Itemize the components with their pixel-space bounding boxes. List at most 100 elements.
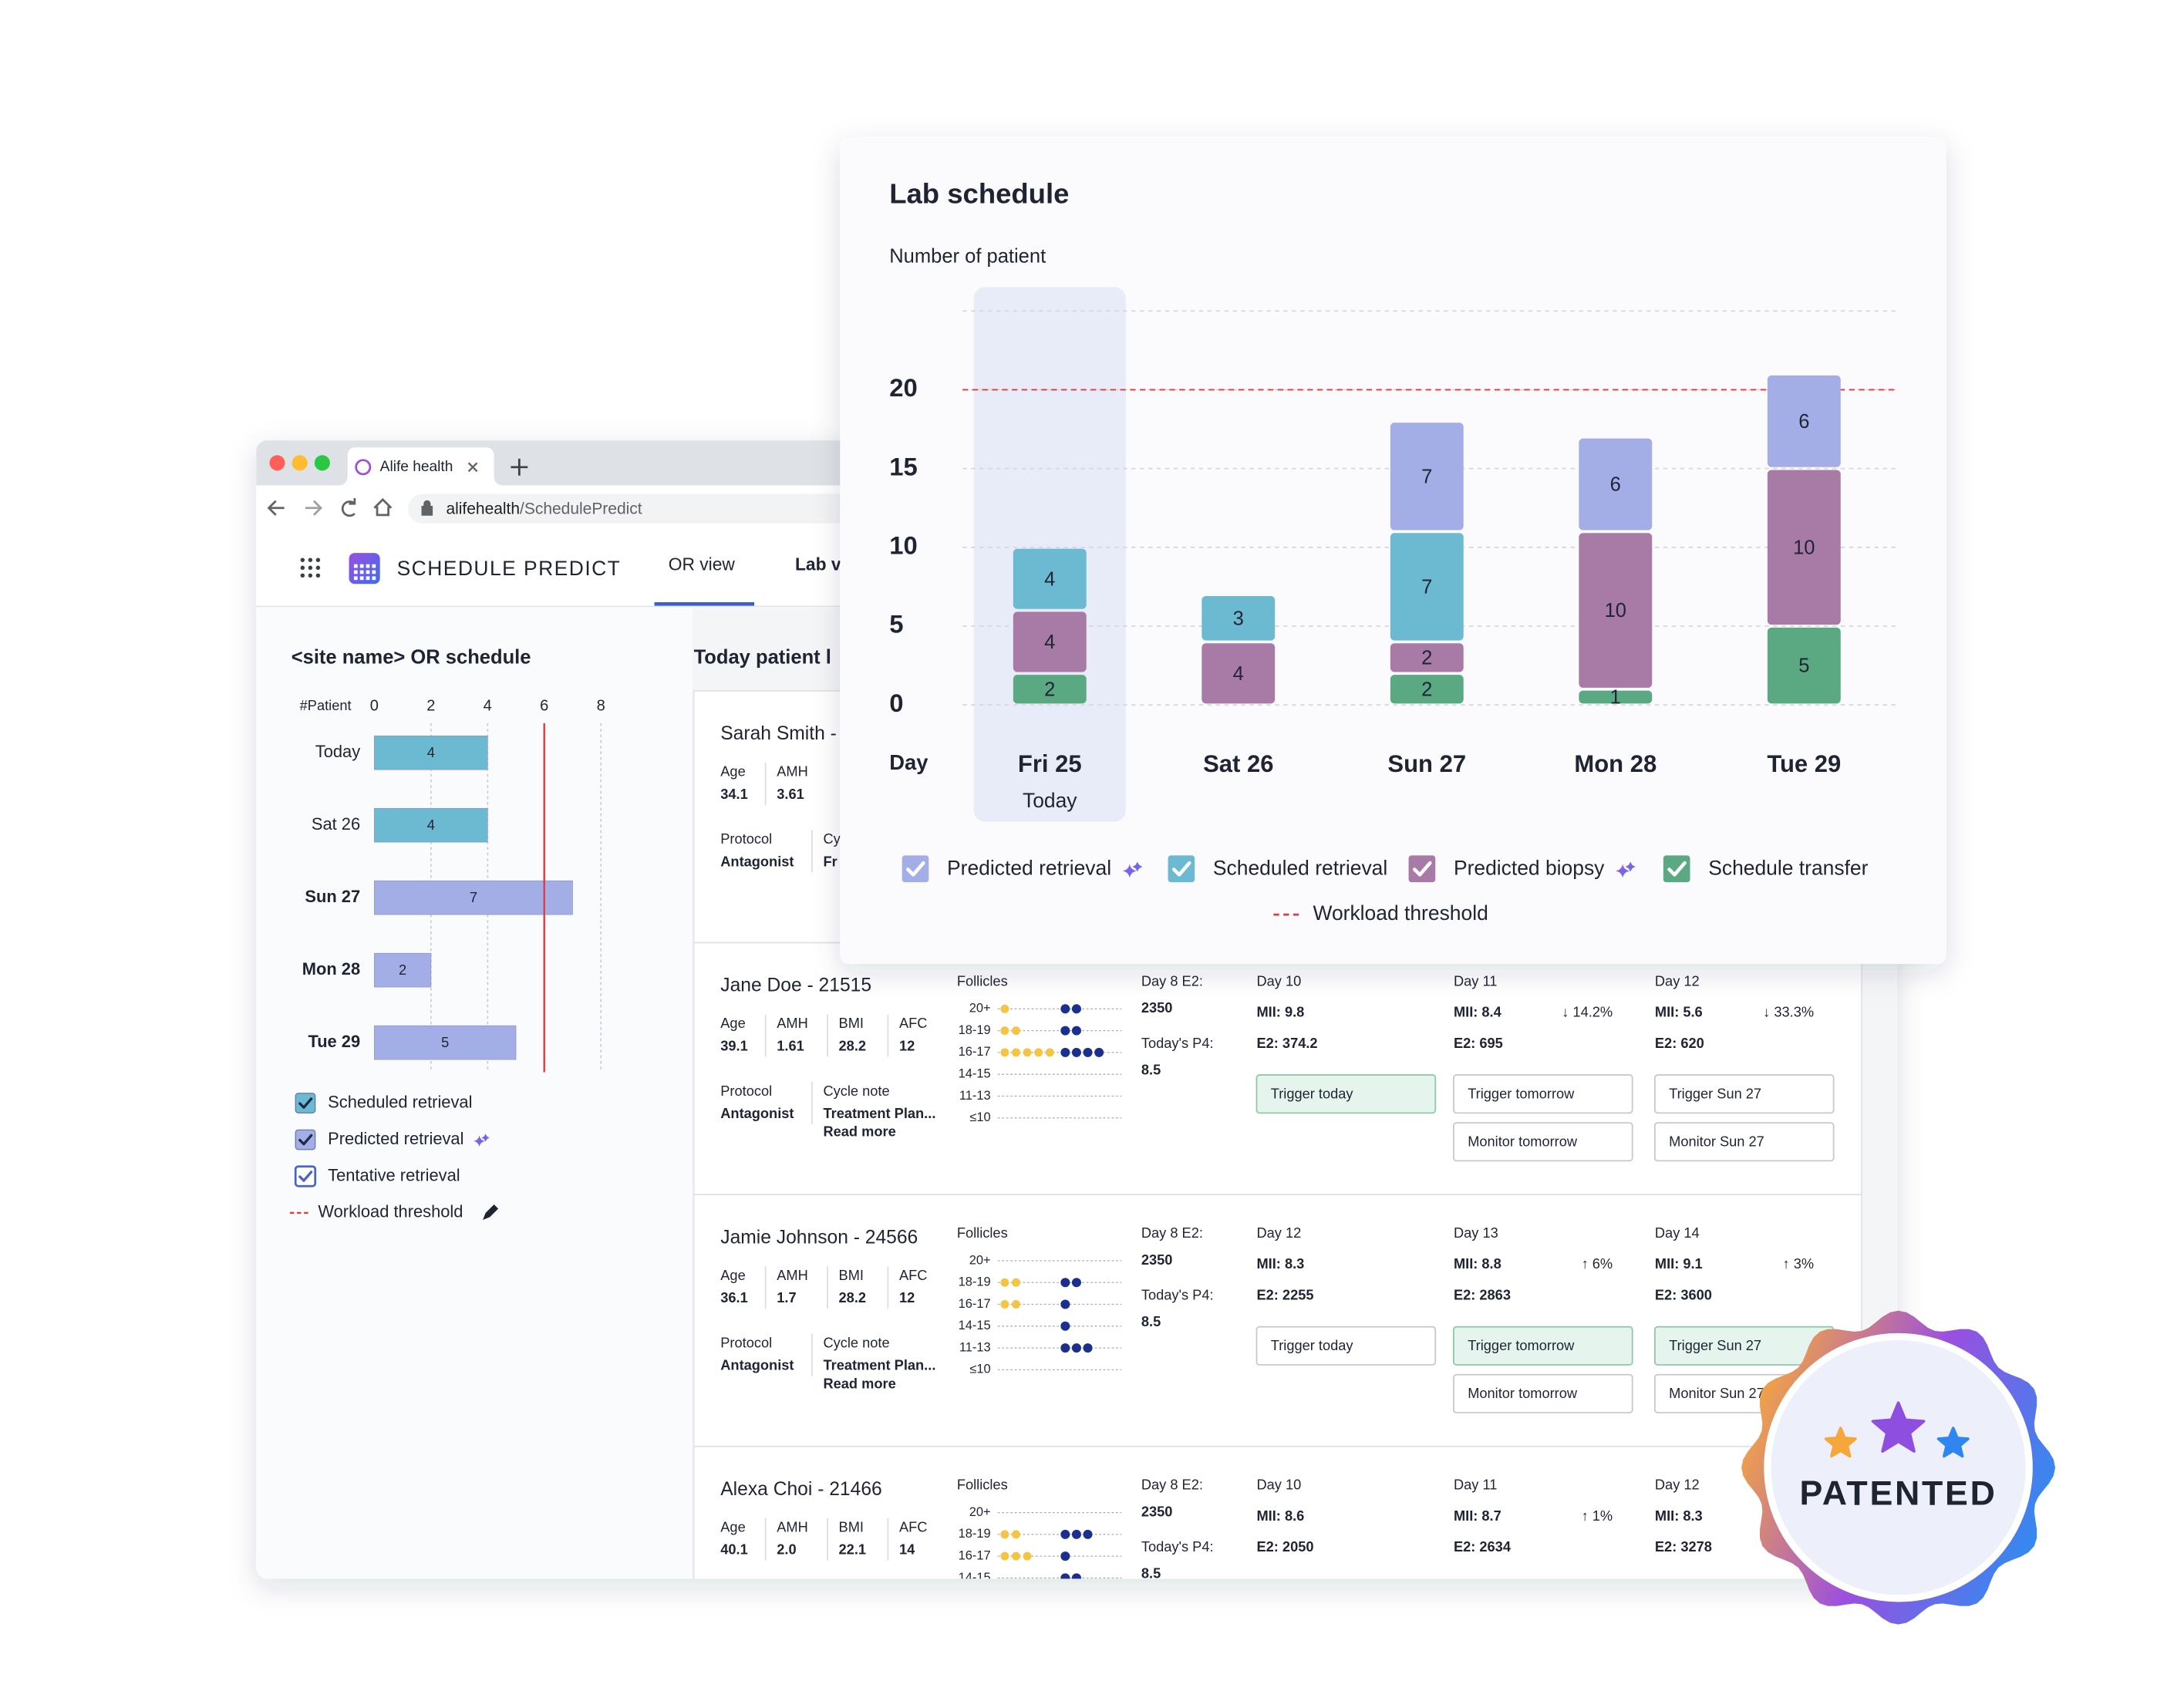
app-menu-dot	[308, 565, 313, 571]
back-button[interactable]	[267, 500, 285, 516]
window-control[interactable]	[292, 455, 308, 471]
action-button[interactable]	[1255, 1326, 1437, 1366]
x-tick-label: Sun 27	[1387, 750, 1466, 777]
bar-segment	[1767, 375, 1841, 467]
action-button[interactable]	[1255, 1074, 1437, 1114]
y-tick-label: Today	[315, 742, 360, 761]
lab-value: 8.5	[1141, 1061, 1161, 1077]
action-button[interactable]	[1453, 1122, 1633, 1162]
stat-label: BMI	[839, 1015, 864, 1031]
legend-checkbox[interactable]	[1408, 855, 1436, 883]
action-button[interactable]	[1453, 1373, 1633, 1413]
legend-checkbox[interactable]	[902, 855, 929, 883]
legend-label: Predicted retrieval	[947, 857, 1111, 880]
address-bar[interactable]	[408, 494, 873, 524]
follicle-dot-large	[1060, 1343, 1070, 1353]
new-tab-button[interactable]	[511, 458, 528, 476]
day-label: Day 10	[1256, 972, 1301, 989]
action-button[interactable]	[1453, 1074, 1633, 1114]
check-mark	[298, 1134, 313, 1146]
action-button-label: Trigger Sun 27	[1669, 1085, 1761, 1101]
bar-value-label: 2	[1421, 679, 1432, 700]
action-button[interactable]	[1653, 1122, 1835, 1162]
stat-value: 22.1	[839, 1541, 867, 1558]
follicle-dot-large	[1083, 1343, 1093, 1353]
read-more-link[interactable]: Read more	[823, 1375, 895, 1391]
legend-checkbox[interactable]	[1663, 855, 1690, 883]
follicle-dot-large	[1071, 1026, 1081, 1036]
follicle-dot-large	[1071, 1278, 1081, 1288]
action-button-label: Monitor Sun 27	[1669, 1385, 1764, 1401]
y-tick-label: 0	[889, 689, 903, 717]
bar-value-label: 10	[1605, 600, 1626, 622]
mii-value: MII: 5.6	[1655, 1004, 1703, 1020]
field-label: Protocol	[720, 1334, 772, 1350]
tab-close[interactable]	[467, 462, 478, 473]
stat-value: 12	[899, 1289, 915, 1305]
y-tick-label: Sat 26	[312, 814, 360, 834]
day-label: Day 12	[1256, 1225, 1301, 1241]
bar-value-label: 4	[1044, 568, 1055, 590]
bar-segment	[1013, 675, 1087, 704]
follicle-dot-large	[1060, 1573, 1070, 1579]
follicle-dot-large	[1083, 1047, 1093, 1057]
stat-value: 36.1	[720, 1289, 748, 1305]
check-mark	[1171, 861, 1191, 877]
bar-segment	[1202, 595, 1276, 641]
action-button[interactable]	[1453, 1326, 1633, 1366]
follicle-row-label: 14-15	[959, 1319, 991, 1332]
window-control[interactable]	[314, 455, 330, 471]
bar	[374, 952, 432, 988]
field-label: Cycle note	[823, 1334, 889, 1350]
legend-label: Tentative retrieval	[328, 1165, 460, 1184]
follicle-row-label: 16-17	[959, 1045, 991, 1059]
follicle-dot-small	[1011, 1530, 1020, 1539]
x-tick-label: Fri 25	[1018, 750, 1082, 777]
app-tab[interactable]: OR view	[669, 554, 736, 574]
field-label: Cycle note	[823, 1083, 889, 1099]
legend-label: Schedule transfer	[1708, 857, 1868, 880]
window-control[interactable]	[269, 455, 285, 471]
bar-value-label: 4	[427, 744, 435, 760]
bar-value-label: 2	[1044, 679, 1055, 700]
legend-checkbox[interactable]	[294, 1165, 317, 1187]
follicle-row-label: 14-15	[959, 1067, 991, 1081]
stat-label: Age	[720, 1267, 745, 1283]
bar-value-label: 7	[1421, 466, 1432, 487]
field-value: Antagonist	[720, 853, 794, 869]
legend-checkbox[interactable]	[295, 1093, 316, 1113]
action-button[interactable]	[1653, 1074, 1835, 1114]
app-menu-dot	[315, 558, 321, 562]
reload-button[interactable]	[341, 497, 356, 517]
read-more-link[interactable]: Read more	[823, 1123, 895, 1140]
app-logo	[349, 553, 380, 584]
edit-threshold-icon[interactable]	[483, 1204, 499, 1221]
stat-value: 2.0	[777, 1541, 796, 1558]
lab-label: Today's P4:	[1141, 1286, 1214, 1302]
stat-label: AMH	[777, 1267, 808, 1283]
list-title: Today patient l	[694, 647, 831, 669]
forward-button[interactable]	[305, 500, 322, 516]
field-value: Antagonist	[720, 1105, 794, 1121]
badge-label: PATENTED	[1800, 1474, 1997, 1512]
bar-value-label: 1	[1610, 687, 1621, 709]
badge-star	[1936, 1427, 1970, 1458]
legend-checkbox[interactable]	[1168, 855, 1195, 883]
patient-name: Jamie Johnson - 24566	[720, 1227, 918, 1248]
legend-label: Workload threshold	[318, 1202, 463, 1221]
bar-value-label: 5	[1798, 655, 1809, 677]
check-mark	[906, 861, 925, 877]
app-tab[interactable]: Lab v	[795, 554, 841, 574]
legend-checkbox[interactable]	[295, 1129, 316, 1150]
action-button-label: Monitor Sun 27	[1669, 1133, 1764, 1149]
app-menu-dot	[300, 565, 305, 571]
check-mark	[1667, 861, 1687, 877]
bar-segment	[1390, 643, 1464, 672]
url: alifehealth/SchedulePredict	[446, 500, 642, 517]
follicle-row-label: ≤10	[969, 1110, 990, 1124]
app-logo-cell	[353, 576, 358, 581]
home-button[interactable]	[373, 497, 393, 517]
y-tick-label: Tue 29	[308, 1032, 360, 1051]
browser-tab[interactable]	[337, 447, 504, 486]
stat-value: 12	[899, 1037, 915, 1053]
